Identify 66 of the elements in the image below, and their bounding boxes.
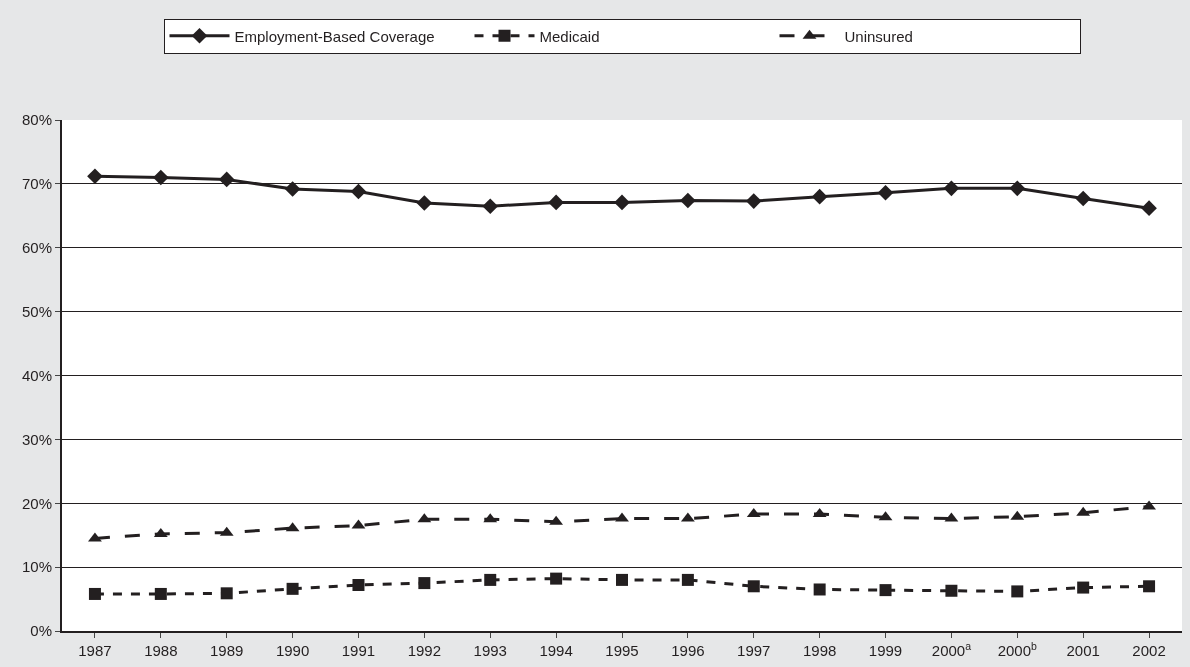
point — [484, 573, 497, 586]
y-tick-label: 50% — [21, 302, 52, 320]
point — [352, 579, 365, 592]
y-tick-label: 60% — [21, 239, 52, 256]
x-tick-label: 1998 — [802, 642, 837, 659]
point — [813, 583, 826, 596]
y-tick-label: 20% — [21, 494, 52, 512]
x-tick-label: 2000$^{b}$ — [997, 639, 1038, 659]
point — [945, 584, 958, 597]
point — [416, 195, 433, 211]
x-tick-label: 1996 — [671, 642, 705, 659]
point — [1142, 500, 1156, 510]
point — [615, 512, 629, 522]
point — [1143, 580, 1156, 593]
point — [1141, 200, 1157, 216]
point — [811, 188, 828, 205]
point — [482, 198, 499, 215]
x-tick-label: 1987 — [78, 642, 112, 659]
point — [681, 573, 694, 586]
point — [87, 168, 103, 185]
x-tick-label: 2000$^{a}$ — [931, 639, 972, 659]
x-tick-label: 1993 — [473, 642, 507, 659]
point — [286, 582, 299, 595]
x-tick-label: 1995 — [605, 642, 639, 659]
point — [877, 185, 894, 201]
point — [745, 193, 762, 209]
legend-label: Employment-Based Coverage — [234, 27, 435, 45]
point — [220, 587, 233, 600]
point — [153, 169, 169, 186]
y-tick-label: 10% — [21, 558, 52, 576]
legend-label: Uninsured — [844, 27, 913, 45]
point — [550, 572, 563, 585]
y-tick-label: 40% — [21, 366, 52, 384]
point — [88, 532, 102, 542]
point — [747, 580, 760, 593]
x-tick-label: 1994 — [539, 642, 573, 659]
point — [1009, 180, 1026, 197]
y-tick-label: 80% — [21, 111, 52, 129]
point — [943, 180, 960, 197]
legend-label: Medicaid — [539, 27, 600, 45]
x-tick-label: 2002 — [1132, 642, 1166, 659]
point — [1075, 190, 1091, 207]
point — [879, 584, 892, 597]
point — [616, 573, 628, 586]
point — [284, 181, 301, 197]
x-tick-label: 1989 — [210, 642, 244, 659]
x-tick-label: 1992 — [407, 642, 442, 659]
x-tick-label: 1991 — [341, 642, 376, 659]
point — [1077, 581, 1090, 594]
point — [88, 587, 101, 600]
x-tick-label: 1997 — [737, 642, 771, 659]
x-tick-label: 1988 — [144, 642, 178, 659]
y-tick-label: 30% — [21, 430, 52, 448]
point — [418, 577, 431, 590]
point — [548, 194, 564, 211]
point — [154, 587, 167, 600]
y-tick-label: 70% — [21, 175, 52, 193]
x-tick-label: 1999 — [868, 642, 903, 659]
x-tick-label: 1990 — [275, 642, 310, 659]
point — [218, 171, 235, 188]
point — [614, 194, 630, 211]
point — [350, 183, 367, 200]
y-tick-label: 0% — [30, 622, 52, 640]
x-tick-label: 2001 — [1066, 642, 1100, 659]
point — [680, 192, 696, 209]
point — [1011, 585, 1024, 598]
